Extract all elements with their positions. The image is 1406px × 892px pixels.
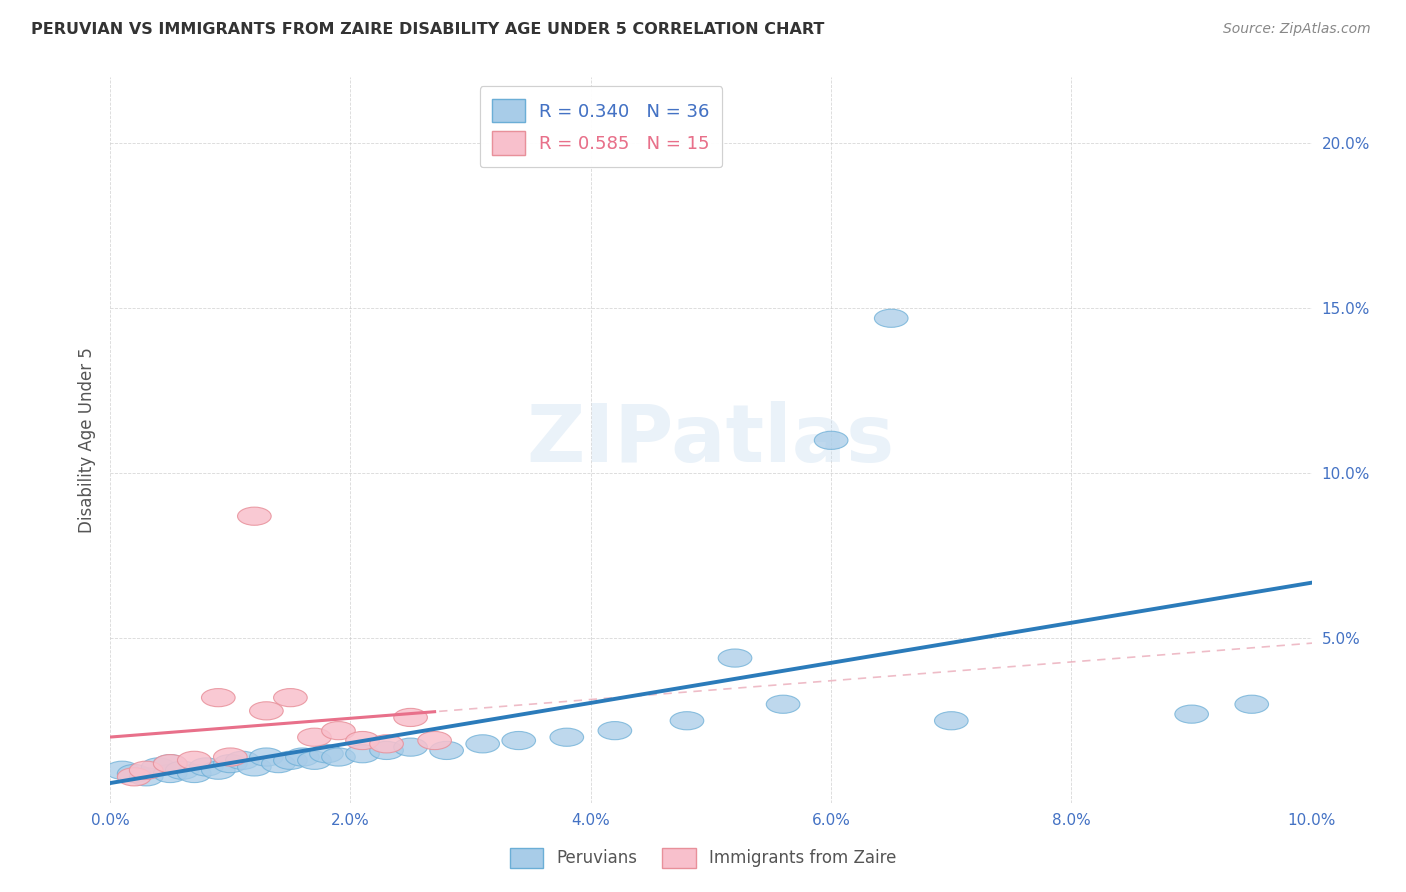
Ellipse shape (249, 702, 283, 720)
Text: PERUVIAN VS IMMIGRANTS FROM ZAIRE DISABILITY AGE UNDER 5 CORRELATION CHART: PERUVIAN VS IMMIGRANTS FROM ZAIRE DISABI… (31, 22, 824, 37)
Ellipse shape (875, 310, 908, 327)
Ellipse shape (1175, 705, 1209, 723)
Y-axis label: Disability Age Under 5: Disability Age Under 5 (79, 347, 96, 533)
Ellipse shape (201, 689, 235, 706)
Ellipse shape (177, 764, 211, 782)
Ellipse shape (346, 745, 380, 763)
Ellipse shape (465, 735, 499, 753)
Ellipse shape (153, 755, 187, 772)
Ellipse shape (285, 748, 319, 766)
Ellipse shape (298, 728, 332, 747)
Ellipse shape (153, 764, 187, 782)
Ellipse shape (322, 748, 356, 766)
Ellipse shape (718, 649, 752, 667)
Ellipse shape (418, 731, 451, 749)
Ellipse shape (201, 761, 235, 780)
Ellipse shape (142, 758, 176, 776)
Ellipse shape (935, 712, 969, 730)
Text: ZIPatlas: ZIPatlas (527, 401, 896, 479)
Ellipse shape (105, 761, 139, 780)
Ellipse shape (671, 712, 704, 730)
Text: Source: ZipAtlas.com: Source: ZipAtlas.com (1223, 22, 1371, 37)
Ellipse shape (190, 758, 224, 776)
Ellipse shape (249, 748, 283, 766)
Ellipse shape (309, 745, 343, 763)
Ellipse shape (322, 722, 356, 739)
Ellipse shape (214, 748, 247, 766)
Ellipse shape (298, 751, 332, 770)
Ellipse shape (274, 751, 308, 770)
Ellipse shape (598, 722, 631, 739)
Ellipse shape (153, 755, 187, 772)
Ellipse shape (238, 758, 271, 776)
Ellipse shape (370, 735, 404, 753)
Ellipse shape (1234, 695, 1268, 714)
Ellipse shape (117, 764, 150, 782)
Ellipse shape (225, 751, 259, 770)
Ellipse shape (238, 508, 271, 525)
Ellipse shape (370, 741, 404, 759)
Ellipse shape (502, 731, 536, 749)
Ellipse shape (117, 768, 150, 786)
Ellipse shape (274, 689, 308, 706)
Ellipse shape (346, 731, 380, 749)
Ellipse shape (214, 755, 247, 772)
Ellipse shape (394, 708, 427, 726)
Ellipse shape (814, 431, 848, 450)
Legend: Peruvians, Immigrants from Zaire: Peruvians, Immigrants from Zaire (503, 841, 903, 875)
Ellipse shape (177, 751, 211, 770)
Ellipse shape (550, 728, 583, 747)
Ellipse shape (129, 768, 163, 786)
Ellipse shape (129, 761, 163, 780)
Ellipse shape (430, 741, 464, 759)
Ellipse shape (394, 738, 427, 756)
Legend: R = 0.340   N = 36, R = 0.585   N = 15: R = 0.340 N = 36, R = 0.585 N = 15 (479, 87, 723, 167)
Ellipse shape (166, 761, 200, 780)
Ellipse shape (766, 695, 800, 714)
Ellipse shape (262, 755, 295, 772)
